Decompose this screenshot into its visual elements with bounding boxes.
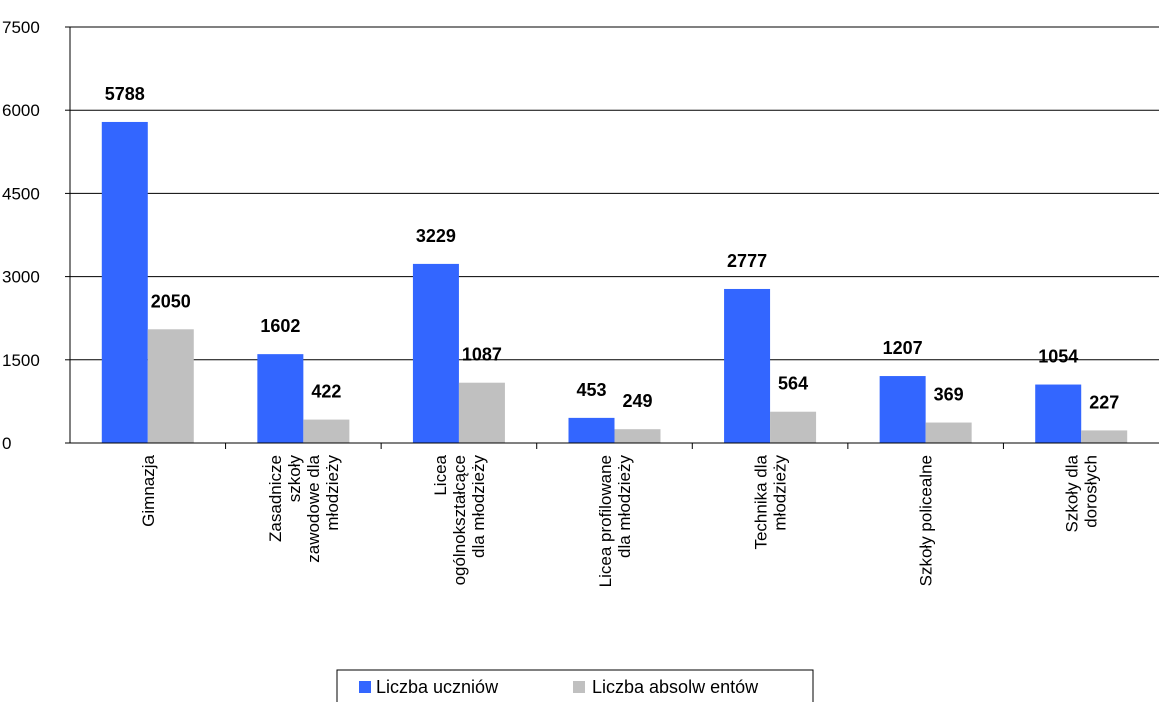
bar	[303, 419, 350, 443]
category-label: dla młodzieży	[469, 455, 488, 558]
bar	[614, 429, 661, 443]
bar	[412, 263, 459, 443]
axes	[69, 27, 1159, 444]
category-label: zawodowe dla	[304, 454, 323, 562]
category-label: ogólnokształcące	[450, 455, 469, 585]
legend-swatch-uczniow	[359, 681, 371, 693]
data-label: 227	[1089, 392, 1119, 412]
bar	[568, 417, 615, 443]
category-label: młodzieży	[771, 455, 790, 531]
data-label: 369	[934, 385, 964, 405]
gridlines	[65, 26, 1159, 449]
category-label: Zasadnicze	[266, 455, 285, 542]
data-label: 453	[576, 380, 606, 400]
data-label: 2050	[151, 291, 191, 311]
y-tick-label: 6000	[2, 101, 40, 120]
bar	[147, 329, 194, 443]
category-label: Gimnazja	[139, 454, 158, 526]
legend-swatch-absolwentow	[573, 681, 585, 693]
category-label: Technika dla	[752, 454, 771, 549]
bar	[724, 288, 771, 443]
data-label: 564	[778, 374, 808, 394]
data-label: 1054	[1038, 347, 1078, 367]
data-label: 5788	[105, 84, 145, 104]
category-label: dla młodzieży	[615, 455, 634, 558]
data-label: 1087	[462, 345, 502, 365]
legend-label-absolwentow: Liczba absolw entów	[592, 677, 759, 697]
legend: Liczba uczniów Liczba absolw entów	[336, 669, 814, 702]
y-axis-tick-labels: 0 1500 3000 4500 6000 7500	[2, 18, 40, 453]
data-label: 1207	[883, 338, 923, 358]
category-label: Szkoły dla	[1063, 454, 1082, 532]
category-label: Licea	[431, 454, 450, 495]
x-axis-category-labels: Gimnazja Zasadnicze szkoły zawodowe dla młod…	[139, 454, 1101, 587]
bar	[925, 422, 972, 443]
category-label: szkoły	[285, 455, 304, 503]
data-label: 3229	[416, 226, 456, 246]
bar	[879, 376, 926, 443]
y-tick-label: 1500	[2, 351, 40, 370]
category-label: dorosłych	[1082, 455, 1101, 528]
data-label: 2777	[727, 251, 767, 271]
legend-label-uczniow: Liczba uczniów	[376, 677, 499, 697]
data-labels: 5788 2050 1602 422 3229 1087 453 249 2777 564 1207…	[105, 84, 1119, 412]
y-tick-label: 4500	[2, 184, 40, 203]
y-tick-label: 0	[2, 434, 11, 453]
category-label: młodzieży	[323, 455, 342, 531]
bar	[101, 121, 148, 444]
bar	[1035, 384, 1082, 443]
y-tick-label: 7500	[2, 18, 40, 37]
category-label: Szkoły policealne	[917, 455, 936, 586]
bars	[101, 121, 1128, 444]
data-label: 1602	[260, 316, 300, 336]
category-label: Licea profilowane	[596, 455, 615, 587]
bar	[257, 354, 304, 443]
bar	[458, 382, 505, 443]
bar	[1081, 430, 1128, 443]
data-label: 422	[311, 382, 341, 402]
y-tick-label: 3000	[2, 268, 40, 287]
data-label: 249	[622, 391, 652, 411]
bar	[770, 411, 817, 443]
